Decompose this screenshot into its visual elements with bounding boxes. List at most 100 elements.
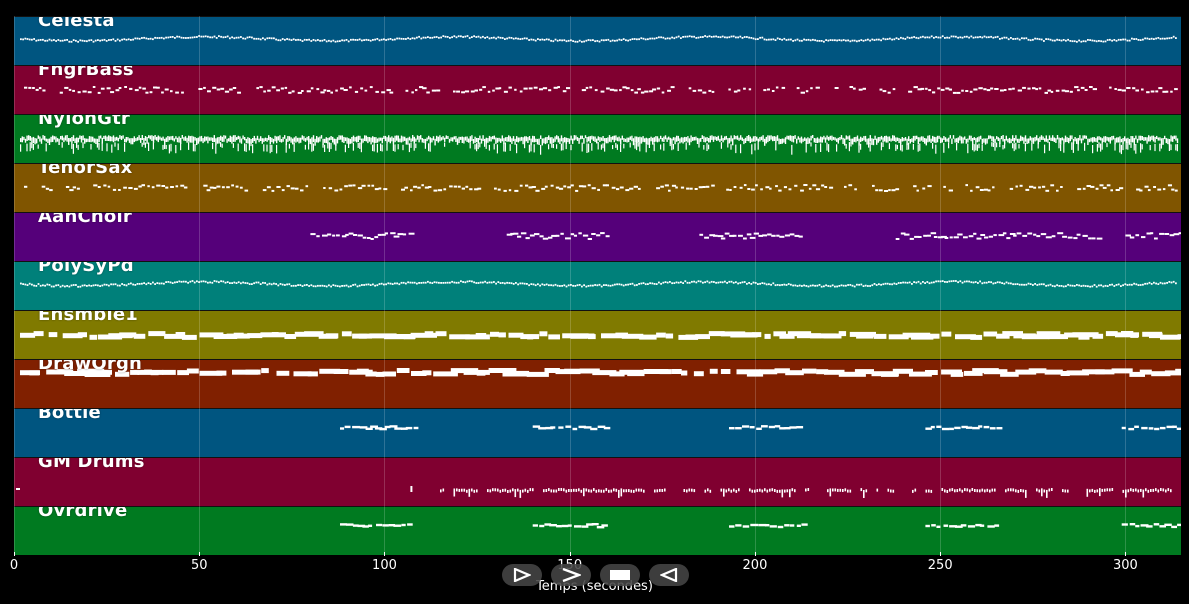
track-ensmble1[interactable]: Ensmble1: [14, 310, 1181, 359]
fast-forward-button[interactable]: [551, 564, 591, 586]
note: [1014, 283, 1017, 286]
track-bottle[interactable]: Bottle: [14, 408, 1181, 457]
note: [306, 136, 308, 141]
note: [1019, 184, 1023, 187]
note: [508, 189, 512, 192]
note: [966, 488, 969, 492]
note: [650, 136, 652, 142]
note: [74, 138, 76, 143]
note: [616, 188, 620, 191]
note: [977, 36, 979, 39]
note: [966, 280, 968, 283]
note: [644, 90, 649, 93]
note: [695, 334, 710, 340]
note: [570, 333, 588, 339]
note: [1146, 137, 1148, 144]
note: [858, 142, 860, 153]
note: [562, 143, 564, 151]
note: [461, 91, 465, 94]
note: [911, 36, 913, 39]
note: [644, 38, 647, 41]
note: [146, 137, 148, 144]
note: [199, 332, 224, 338]
note: [231, 282, 233, 284]
note: [590, 427, 598, 431]
note: [160, 36, 163, 39]
note: [555, 186, 560, 189]
note: [949, 135, 951, 139]
rewind-button[interactable]: [649, 564, 689, 586]
note: [842, 39, 845, 41]
note: [1084, 40, 1087, 43]
note: [570, 284, 572, 286]
note: [530, 138, 532, 146]
note: [424, 186, 430, 189]
note: [587, 39, 590, 41]
note: [561, 285, 563, 287]
note: [966, 426, 973, 429]
note: [487, 489, 489, 493]
note: [1046, 489, 1048, 498]
note: [474, 144, 476, 150]
note: [117, 137, 119, 142]
note: [280, 139, 283, 143]
note: [845, 144, 847, 149]
track-aahchoir[interactable]: AahChoir: [14, 212, 1181, 261]
note: [893, 38, 896, 41]
track-gm-drums[interactable]: GM Drums: [14, 457, 1181, 506]
track-fngrbass[interactable]: FngrBass: [14, 65, 1181, 114]
note: [37, 283, 40, 285]
note: [834, 488, 837, 492]
note: [625, 87, 630, 90]
note: [663, 143, 665, 151]
note: [213, 334, 238, 339]
note: [36, 138, 38, 144]
note: [70, 40, 73, 43]
track-draworgn[interactable]: DrawOrgn: [14, 359, 1181, 408]
note: [216, 185, 221, 188]
note: [1173, 233, 1180, 236]
note: [893, 135, 895, 142]
note: [28, 86, 32, 89]
note: [999, 281, 1001, 284]
note: [317, 39, 319, 41]
note: [750, 523, 759, 527]
note: [746, 136, 748, 141]
note: [692, 137, 694, 141]
note: [1153, 523, 1160, 526]
note: [594, 136, 596, 142]
note: [979, 36, 981, 38]
track-tenorsax[interactable]: TenorSax: [14, 163, 1181, 212]
note: [834, 137, 836, 141]
track-nylongtr[interactable]: NylonGtr: [14, 114, 1181, 163]
note: [393, 235, 400, 238]
note: [853, 137, 855, 142]
track-ovrdrive[interactable]: Ovrdrive: [14, 506, 1181, 555]
play-button[interactable]: [502, 564, 542, 586]
note: [1012, 38, 1014, 40]
note: [763, 38, 766, 41]
track-polysypd[interactable]: PolySyPd: [14, 261, 1181, 310]
note: [232, 135, 235, 142]
note: [1135, 89, 1139, 92]
note: [578, 425, 586, 429]
track-celesta[interactable]: Celesta: [14, 16, 1181, 65]
note: [892, 368, 913, 374]
note: [557, 136, 559, 143]
note: [110, 39, 112, 41]
note: [543, 39, 546, 41]
note: [370, 425, 378, 428]
note: [909, 237, 914, 240]
note: [605, 488, 608, 492]
note: [59, 91, 63, 94]
stop-button[interactable]: [600, 564, 640, 586]
note: [570, 233, 575, 236]
note: [783, 138, 785, 143]
note: [409, 281, 412, 284]
note: [864, 284, 867, 287]
note: [89, 334, 98, 340]
note: [666, 281, 669, 284]
note: [544, 185, 548, 188]
note: [191, 280, 194, 282]
note: [548, 135, 550, 140]
